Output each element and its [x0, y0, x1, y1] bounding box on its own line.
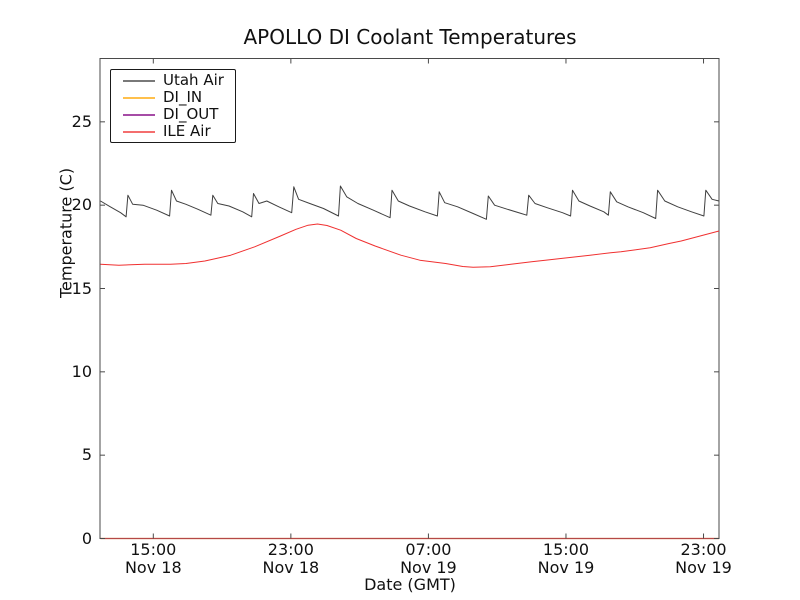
legend-label: DI_IN	[163, 88, 203, 106]
y-tick-label: 0	[81, 528, 92, 548]
x-tick-time: 23:00	[267, 540, 314, 559]
legend-label: Utah Air	[163, 71, 224, 89]
x-tick-time: 15:00	[130, 540, 177, 559]
x-tick-time: 07:00	[405, 540, 452, 559]
legend-line-icon	[123, 79, 155, 82]
x-tick-date: Nov 18	[124, 558, 182, 577]
legend-item-di-out: DI_OUT	[111, 107, 235, 123]
legend-item-ile-air: ILE Air	[111, 124, 235, 140]
legend-line-icon	[123, 113, 155, 116]
legend-line-icon	[123, 96, 155, 99]
legend-item-di-in: DI_IN	[111, 90, 235, 106]
x-tick-label: 15:00 Nov 19	[518, 541, 614, 577]
chart-title: APOLLO DI Coolant Temperatures	[243, 25, 577, 49]
legend-label: DI_OUT	[163, 105, 219, 123]
legend: Utah Air DI_IN DI_OUT ILE Air	[110, 69, 236, 143]
x-tick-label: 15:00 Nov 18	[105, 541, 201, 577]
x-tick-date: Nov 19	[675, 558, 732, 577]
series-utah-air	[100, 185, 720, 220]
x-tick-date: Nov 19	[537, 558, 595, 577]
x-tick-time: 15:00	[542, 540, 590, 559]
legend-label: ILE Air	[163, 122, 211, 140]
x-tick-label: 23:00 Nov 19	[656, 541, 752, 577]
x-axis-label: Date (GMT)	[364, 575, 456, 594]
x-tick-time: 23:00	[680, 540, 727, 559]
y-tick-label: 15	[71, 278, 92, 298]
legend-line-icon	[123, 130, 155, 133]
y-tick-label: 25	[71, 111, 92, 131]
x-tick-label: 07:00 Nov 19	[380, 541, 476, 577]
y-tick-label: 10	[71, 361, 92, 381]
x-tick-date: Nov 19	[400, 558, 457, 577]
series-ile-air	[100, 223, 720, 268]
x-tick-date: Nov 18	[262, 558, 320, 577]
y-tick-label: 20	[71, 195, 92, 215]
x-tick-label: 23:00 Nov 18	[243, 541, 339, 577]
y-tick-label: 5	[81, 445, 92, 465]
legend-item-utah-air: Utah Air	[111, 73, 235, 89]
